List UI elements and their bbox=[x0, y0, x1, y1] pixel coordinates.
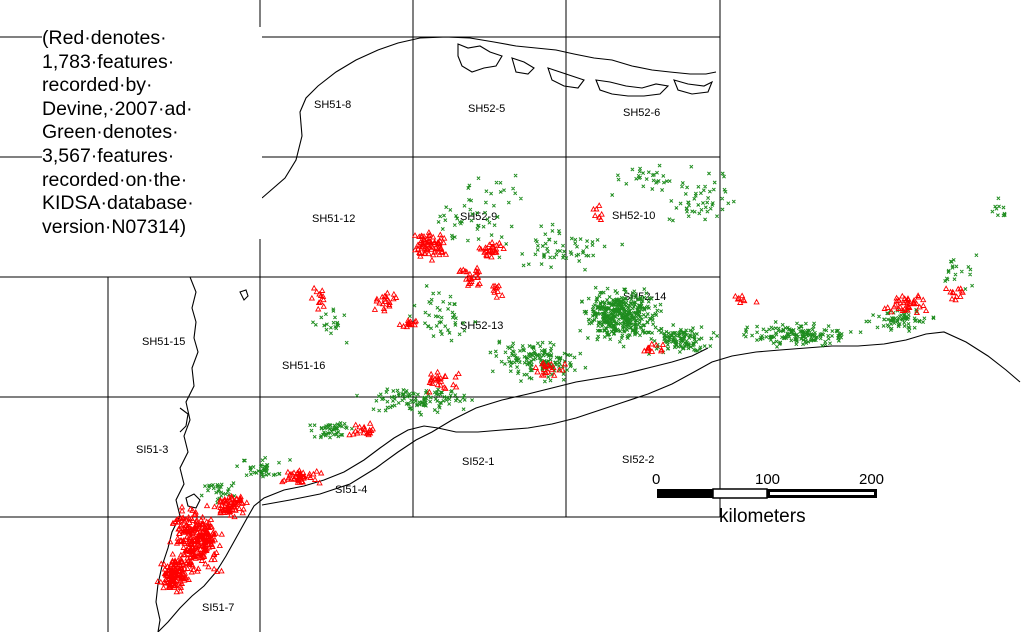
coastline-inner-shore bbox=[261, 347, 709, 506]
coastline bbox=[155, 36, 1021, 632]
sheet-label: SH52-9 bbox=[460, 211, 497, 223]
sheet-label: SI52-2 bbox=[622, 454, 654, 466]
map-sheet-grid bbox=[0, 0, 721, 632]
legend-line: version·N07314) bbox=[42, 215, 187, 238]
sheet-label: SH51-16 bbox=[282, 360, 325, 372]
red-feature-markers bbox=[154, 202, 966, 595]
sheet-label: SI52-1 bbox=[462, 456, 494, 468]
legend-line: 1,783·features· bbox=[42, 50, 175, 73]
sheet-label: SI51-7 bbox=[202, 602, 234, 614]
sheet-label: SH51-8 bbox=[314, 99, 351, 111]
sheet-labels: SH51-8 SH52-5 SH52-6 SH51-12 SH52-9 SH52-10 SH… bbox=[136, 99, 666, 614]
sheet-label: SH51-15 bbox=[142, 336, 185, 348]
legend-note: (Red·denotes· 1,783·features· recorded·b… bbox=[42, 27, 262, 240]
sheet-label: SH51-12 bbox=[312, 213, 355, 225]
sheet-label: SI51-3 bbox=[136, 444, 168, 456]
scale-tick-label: 100 bbox=[755, 471, 780, 488]
green-feature-layer bbox=[199, 163, 1007, 505]
red-feature-layer bbox=[154, 202, 966, 595]
coastline-north bbox=[261, 36, 717, 199]
island-southwest bbox=[185, 493, 201, 509]
sheet-label: SH52-6 bbox=[623, 107, 660, 119]
sheet-label: SH52-10 bbox=[612, 210, 655, 222]
legend-line: Green·denotes· bbox=[42, 121, 179, 144]
scale-tick-label: 0 bbox=[652, 471, 660, 488]
coastline-west bbox=[155, 276, 199, 632]
legend-line: 3,567·features· bbox=[42, 144, 175, 167]
legend-line: KIDSA·database· bbox=[42, 192, 194, 215]
scale-segment-3-inner bbox=[770, 492, 874, 495]
coastline-north-islands bbox=[457, 43, 714, 97]
scale-tick-label: 200 bbox=[859, 471, 884, 488]
green-feature-markers bbox=[199, 163, 1007, 505]
sheet-label: SH52-13 bbox=[460, 320, 503, 332]
scale-bar: 0 100 200 kilometers bbox=[652, 471, 884, 527]
legend-line: recorded·by· bbox=[42, 74, 153, 97]
legend-line: recorded·on·the· bbox=[42, 168, 188, 191]
scale-segment-1 bbox=[657, 489, 713, 498]
peninsula-west bbox=[179, 407, 189, 433]
scale-segment-2 bbox=[712, 488, 768, 499]
legend-line: Devine,·2007·ad· bbox=[42, 97, 193, 120]
coastline-south bbox=[157, 331, 1021, 632]
legend-line: (Red·denotes· bbox=[42, 27, 167, 49]
sheet-label: SH52-5 bbox=[468, 103, 505, 115]
scale-unit-label: kilometers bbox=[719, 506, 806, 527]
island-small bbox=[239, 289, 249, 301]
sheet-label: SI51-4 bbox=[335, 484, 367, 496]
